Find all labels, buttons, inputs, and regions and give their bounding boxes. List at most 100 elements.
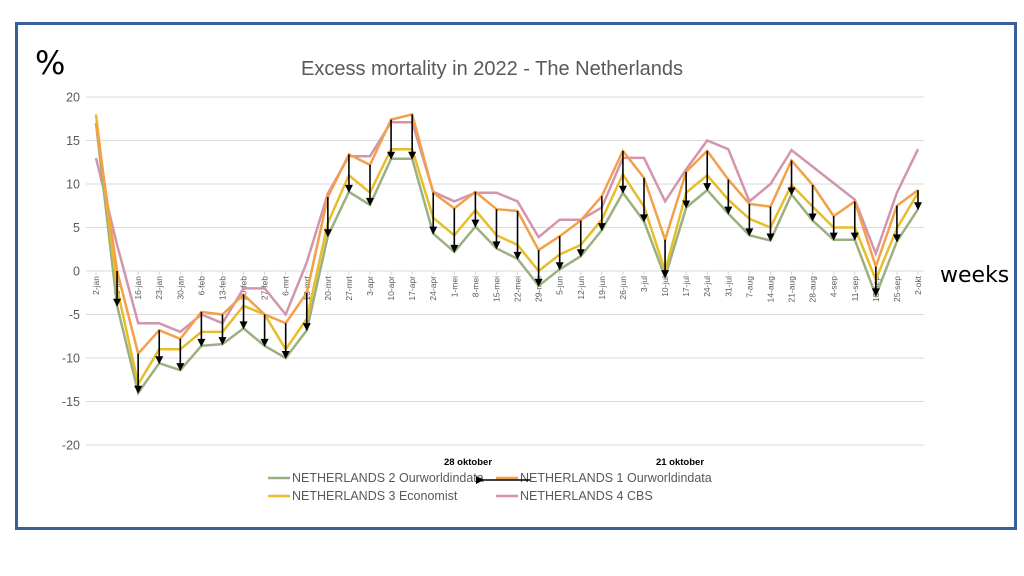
difference-arrow-head [534,278,543,287]
x-tick-label: 3-jul [639,276,649,292]
x-tick-labels: 2-jan9-jan16-jan23-jan30-jan6-feb13-feb2… [91,271,923,302]
difference-arrow-head [197,338,206,347]
x-axis-unit-label: weeks [940,263,1010,288]
x-tick-label: 16-jan [133,276,143,300]
x-tick-label: 15-mei [491,276,501,302]
x-tick-label: 19-jun [597,276,607,300]
x-tick-label: 10-jul [660,276,670,297]
difference-arrow-head [597,223,606,232]
legend-label-nl2: NETHERLANDS 2 Ourworldindata [292,471,484,485]
chart-frame [15,22,1017,530]
difference-arrow-head [450,244,459,253]
y-tick-label: -5 [69,308,80,322]
difference-arrow-head [260,338,269,347]
x-tick-label: 6-feb [196,276,206,296]
x-tick-label: 23-jan [154,276,164,300]
difference-arrow-head [218,337,227,346]
x-tick-label: 3-apr [365,276,375,296]
difference-arrow-head [323,229,332,238]
x-tick-label: 7-aug [744,276,754,298]
y-tick-label: 15 [66,134,80,148]
x-tick-label: 27-mrt [344,275,354,300]
difference-arrow-head [555,262,564,271]
difference-arrow-head [745,228,754,237]
x-tick-label: 28-aug [808,276,818,303]
x-tick-label: 12-jun [576,276,586,300]
y-tick-label: 0 [73,265,80,279]
x-tick-label: 14-aug [765,276,775,303]
x-tick-label: 4-sep [829,276,839,298]
difference-arrow-head [787,187,796,196]
grid-lines [86,96,924,446]
difference-arrow-head [113,298,122,307]
x-tick-label: 25-sep [892,276,902,302]
difference-arrow-head [682,200,691,209]
difference-arrow-head [408,151,417,160]
x-tick-label: 2-okt [913,275,923,295]
difference-arrow-head [703,183,712,192]
x-tick-label: 21-aug [787,276,797,303]
x-tick-label: 31-jul [723,276,733,297]
x-tick-label: 30-jan [175,276,185,300]
legend-label-nl3: NETHERLANDS 3 Economist [292,489,458,503]
difference-arrow-head [239,321,248,330]
x-tick-label: 29-mei [534,276,544,302]
series-line [94,114,920,388]
difference-arrow-head [618,185,627,194]
difference-arrow-head [366,197,374,206]
x-tick-label: 1-mei [449,276,459,297]
legend-label-nl4: NETHERLANDS 4 CBS [520,489,653,503]
difference-arrow-head [281,351,290,359]
y-tick-label: 20 [66,91,80,105]
series-line [94,122,920,396]
x-tick-label: 13-feb [217,276,227,300]
x-tick-label: 5-jun [555,276,565,295]
y-tick-labels: 20 15 10 5 0 -5 -10 -15 -20 [62,91,80,453]
x-tick-label: 17-jul [681,276,691,297]
difference-arrow-head [155,356,164,365]
x-tick-label: 2-jan [91,276,101,295]
annotation-21-oktober: 21 oktober [656,457,704,468]
difference-arrow-head [471,219,480,228]
difference-arrow-head [661,270,670,279]
difference-arrow-head [429,226,438,235]
x-tick-label: 8-mei [470,276,480,297]
x-tick-label: 20-mrt [323,275,333,300]
series-lines [94,112,920,396]
difference-arrow-head [302,323,311,332]
y-tick-label: 5 [73,221,80,235]
x-tick-label: 11-sep [850,276,860,302]
legend-label-nl1: NETHERLANDS 1 Ourworldindata [520,471,712,485]
difference-arrow-head [492,241,501,250]
y-axis-unit-label: % [35,44,66,82]
difference-arrow-head [724,206,733,215]
x-tick-label: 24-jul [702,276,712,297]
difference-arrow-head [766,233,775,242]
y-tick-label: -15 [62,395,80,409]
x-tick-label: 6-mrt [281,275,291,295]
chart-title: Excess mortality in 2022 - The Netherlan… [301,58,683,80]
difference-arrow-head [808,213,817,222]
difference-arrow-head [850,232,859,241]
x-tick-label: 10-apr [386,276,396,301]
y-tick-label: -10 [62,352,80,366]
annotation-28-oktober: 28 oktober [444,457,492,468]
x-tick-label: 17-apr [407,276,417,301]
difference-arrow-head [344,184,353,193]
x-tick-label: 26-jun [618,276,628,300]
difference-arrow-head [914,202,922,211]
x-tick-label: 22-mei [513,276,523,302]
x-tick-label: 24-apr [428,276,438,301]
difference-arrow-head [176,363,185,372]
difference-arrow-head [387,151,396,160]
difference-arrow-head [640,214,648,223]
difference-arrow-head [871,288,880,297]
y-tick-label: -20 [62,439,80,453]
difference-arrow-head [892,234,901,243]
y-tick-label: 10 [66,178,80,192]
difference-arrow-head [829,232,838,241]
series-line [94,112,919,357]
difference-arrow-head [134,385,143,394]
legend: NETHERLANDS 2 Ourworldindata NETHERLANDS… [268,471,712,503]
